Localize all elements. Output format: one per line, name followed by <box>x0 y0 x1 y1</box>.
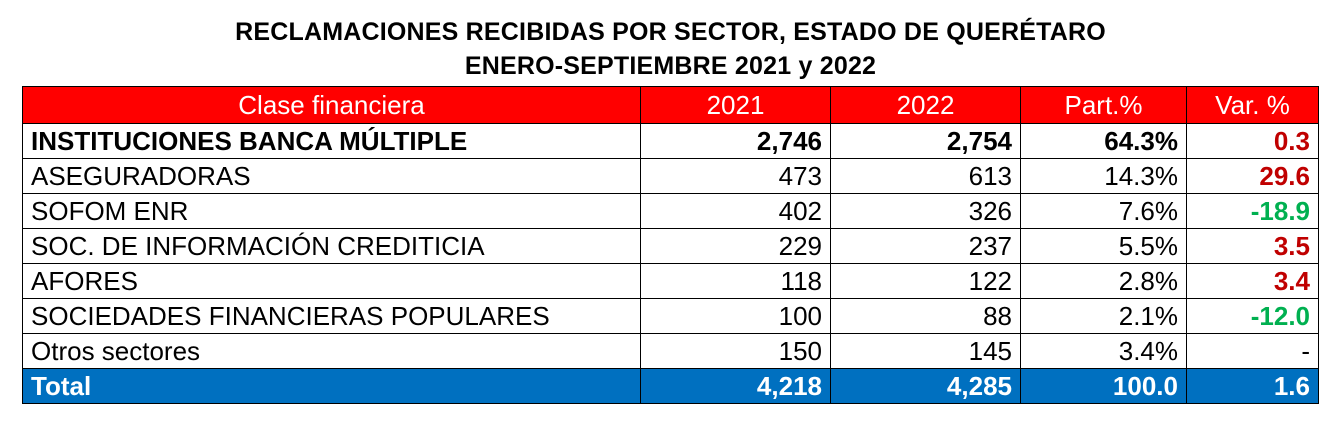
cell-var: 0.3 <box>1186 123 1319 159</box>
cell-var: 29.6 <box>1186 158 1319 194</box>
cell-2022: 613 <box>830 158 1021 194</box>
total-part: 100.0 <box>1020 368 1187 404</box>
cell-part: 5.5% <box>1020 228 1187 264</box>
cell-2022: 145 <box>830 333 1021 369</box>
header-var: Var. % <box>1186 86 1319 124</box>
header-part: Part.% <box>1020 86 1187 124</box>
cell-2021: 118 <box>640 263 831 299</box>
cell-2021: 100 <box>640 298 831 334</box>
cell-clase: INSTITUCIONES BANCA MÚLTIPLE <box>22 123 641 159</box>
cell-clase: SOC. DE INFORMACIÓN CREDITICIA <box>22 228 641 264</box>
cell-part: 2.8% <box>1020 263 1187 299</box>
table-row: INSTITUCIONES BANCA MÚLTIPLE 2,746 2,754… <box>22 123 1319 159</box>
cell-2021: 473 <box>640 158 831 194</box>
total-label: Total <box>22 368 641 404</box>
cell-2021: 229 <box>640 228 831 264</box>
table-row: Otros sectores 150 145 3.4% - <box>22 333 1319 369</box>
total-2022: 4,285 <box>830 368 1021 404</box>
total-var: 1.6 <box>1186 368 1319 404</box>
cell-clase: SOCIEDADES FINANCIERAS POPULARES <box>22 298 641 334</box>
cell-var: -18.9 <box>1186 193 1319 229</box>
table-row: AFORES 118 122 2.8% 3.4 <box>22 263 1319 299</box>
cell-clase: ASEGURADORAS <box>22 158 641 194</box>
cell-var: 3.4 <box>1186 263 1319 299</box>
header-clase: Clase financiera <box>22 86 641 124</box>
cell-part: 7.6% <box>1020 193 1187 229</box>
cell-var: -12.0 <box>1186 298 1319 334</box>
table-header-row: Clase financiera 2021 2022 Part.% Var. % <box>22 86 1319 124</box>
cell-part: 3.4% <box>1020 333 1187 369</box>
table-row: SOC. DE INFORMACIÓN CREDITICIA 229 237 5… <box>22 228 1319 264</box>
table-row: SOCIEDADES FINANCIERAS POPULARES 100 88 … <box>22 298 1319 334</box>
table-row: SOFOM ENR 402 326 7.6% -18.9 <box>22 193 1319 229</box>
header-2021: 2021 <box>640 86 831 124</box>
cell-part: 64.3% <box>1020 123 1187 159</box>
report-subtitle: ENERO-SEPTIEMBRE 2021 y 2022 <box>464 52 877 80</box>
cell-2021: 150 <box>640 333 831 369</box>
cell-2022: 122 <box>830 263 1021 299</box>
total-2021: 4,218 <box>640 368 831 404</box>
cell-var: 3.5 <box>1186 228 1319 264</box>
header-2022: 2022 <box>830 86 1021 124</box>
cell-var: - <box>1186 333 1319 369</box>
cell-clase: Otros sectores <box>22 333 641 369</box>
report-title: RECLAMACIONES RECIBIDAS POR SECTOR, ESTA… <box>235 18 1106 46</box>
cell-2021: 402 <box>640 193 831 229</box>
cell-2022: 237 <box>830 228 1021 264</box>
cell-part: 2.1% <box>1020 298 1187 334</box>
cell-2022: 88 <box>830 298 1021 334</box>
cell-2022: 2,754 <box>830 123 1021 159</box>
table-row: ASEGURADORAS 473 613 14.3% 29.6 <box>22 158 1319 194</box>
cell-2022: 326 <box>830 193 1021 229</box>
cell-clase: SOFOM ENR <box>22 193 641 229</box>
claims-table: Clase financiera 2021 2022 Part.% Var. %… <box>22 86 1319 404</box>
cell-2021: 2,746 <box>640 123 831 159</box>
table-total-row: Total 4,218 4,285 100.0 1.6 <box>22 368 1319 404</box>
cell-part: 14.3% <box>1020 158 1187 194</box>
cell-clase: AFORES <box>22 263 641 299</box>
